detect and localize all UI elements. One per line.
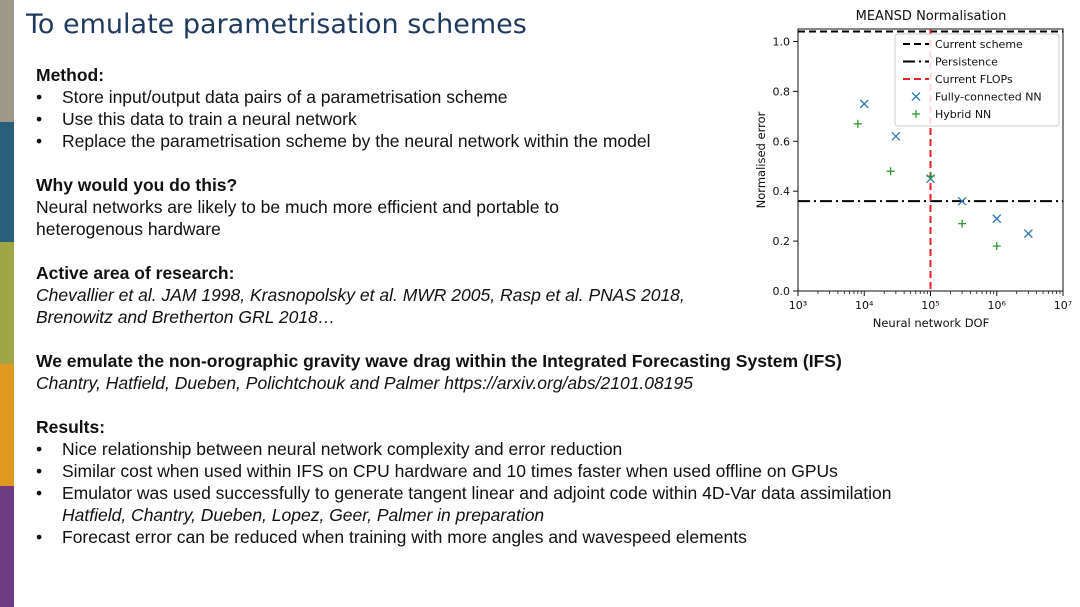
method-heading: Method: (36, 65, 105, 85)
legend-label: Persistence (935, 56, 998, 69)
fully-connected-point (957, 196, 967, 206)
research-line-2: Brenowitz and Bretherton GRL 2018… (36, 307, 336, 327)
research-heading: Active area of research: (36, 263, 235, 283)
results-list-cont: Forecast error can be reduced when train… (36, 526, 1046, 548)
x-tick-label: 10⁴ (855, 299, 874, 312)
marker-stroke (891, 131, 901, 141)
y-tick-label: 0.0 (773, 285, 791, 298)
x-tick-label: 10³ (789, 299, 807, 312)
y-tick-label: 0.8 (773, 85, 791, 98)
why-line-2: heterogenous hardware (36, 219, 221, 239)
y-tick-label: 0.4 (773, 185, 791, 198)
y-axis: 0.0 0.2 0.4 0.6 0.8 1.0 (773, 35, 798, 298)
chart-legend: Current scheme Persistence Current FLOPs Fu… (894, 33, 1060, 127)
legend-label: Fully-connected NN (935, 91, 1042, 104)
side-band-3 (0, 242, 14, 364)
marker-stroke (992, 214, 1002, 224)
why-line-1: Neural networks are likely to be much mo… (36, 197, 560, 217)
results-bullet-1: Nice relationship between neural network… (36, 438, 1046, 460)
hybrid-point (926, 172, 935, 181)
slide-content: Method: Store input/output data pairs of… (36, 64, 1046, 548)
x-axis: 10³ 10⁴ 10⁵ 10⁶ 10⁷ (789, 291, 1072, 312)
x-axis-label: Neural network DOF (873, 316, 989, 330)
results-bullet-3-citation: Hatfield, Chantry, Dueben, Lopez, Geer, … (62, 505, 545, 525)
marker-stroke (1023, 229, 1033, 239)
x-tick-label: 10⁶ (988, 299, 1007, 312)
fully-connected-point (859, 99, 869, 109)
slide-title: To emulate parametrisation schemes (26, 9, 527, 40)
research-line-1: Chevallier et al. JAM 1998, Krasnopolsky… (36, 285, 685, 305)
y-tick-label: 1.0 (773, 35, 791, 48)
x-tick-label: 10⁷ (1054, 299, 1072, 312)
method-bullet-1: Store input/output data pairs of a param… (36, 86, 1046, 108)
method-bullet-3: Replace the parametrisation scheme by th… (36, 130, 1046, 152)
results-bullet-3-text: Emulator was used successfully to genera… (62, 483, 892, 503)
hybrid-point (958, 219, 967, 228)
side-band-4 (0, 364, 14, 486)
hybrid-point (853, 119, 862, 128)
legend-label: Hybrid NN (935, 108, 991, 121)
hybrid-point (992, 242, 1001, 251)
side-band-1 (0, 0, 14, 122)
legend-label: Current scheme (935, 38, 1023, 51)
plot-marks (798, 29, 1063, 291)
results-bullet-4: Forecast error can be reduced when train… (36, 526, 1046, 548)
legend-label: Current FLOPs (935, 73, 1013, 86)
marker-stroke (957, 196, 967, 206)
y-axis-label: Normalised error (754, 111, 768, 208)
chart-title: MEANSD Normalisation (856, 9, 1007, 24)
legend-swatch (911, 92, 921, 101)
marker-stroke (859, 99, 869, 109)
emulate-heading: We emulate the non-orographic gravity wa… (36, 351, 842, 371)
method-bullet-2: Use this data to train a neural network (36, 108, 1046, 130)
side-band-2 (0, 122, 14, 242)
results-bullet-2: Similar cost when used within IFS on CPU… (36, 460, 1046, 482)
why-heading: Why would you do this? (36, 175, 238, 195)
results-list: Nice relationship between neural network… (36, 438, 1046, 504)
results-heading: Results: (36, 417, 106, 437)
y-tick-label: 0.2 (773, 235, 791, 248)
results-bullet-3: Emulator was used successfully to genera… (36, 482, 1046, 504)
fully-connected-point (1023, 229, 1033, 239)
side-band-5 (0, 486, 14, 607)
hybrid-point (886, 167, 895, 176)
method-list: Store input/output data pairs of a param… (36, 86, 1046, 152)
emulate-citation: Chantry, Hatfield, Dueben, Polichtchouk … (36, 373, 693, 393)
y-tick-label: 0.6 (773, 135, 791, 148)
x-tick-label: 10⁵ (921, 299, 939, 312)
meansd-chart: MEANSD Normalisation 10³ 10⁴ 10⁵ 10⁶ 10⁷ 0.0… (754, 9, 1072, 330)
fully-connected-point (992, 214, 1002, 224)
legend-box (894, 33, 1060, 127)
fully-connected-point (891, 131, 901, 141)
